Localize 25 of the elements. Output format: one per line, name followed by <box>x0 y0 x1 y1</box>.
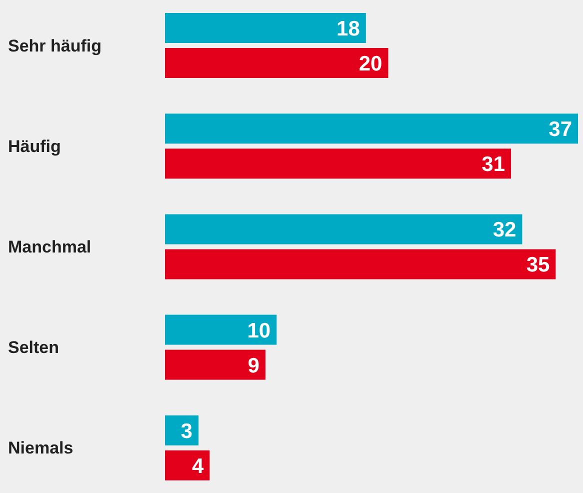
data-label: 4 <box>192 454 204 478</box>
data-label: 35 <box>526 254 550 277</box>
bar <box>165 214 522 244</box>
y-tick-label: Manchmal <box>8 238 92 256</box>
bar <box>165 13 366 43</box>
data-label: 9 <box>248 354 260 378</box>
y-tick-label: Häufig <box>8 136 61 156</box>
data-label: 18 <box>336 17 360 40</box>
data-label: 32 <box>492 218 516 242</box>
bar <box>165 114 578 144</box>
bar <box>165 249 556 280</box>
bar <box>165 450 210 480</box>
data-label: 10 <box>247 319 271 342</box>
bar <box>165 48 388 78</box>
y-tick-label: Selten <box>8 338 60 358</box>
bar <box>165 314 277 345</box>
data-label: 3 <box>180 420 192 443</box>
bar <box>165 350 266 380</box>
y-tick-label: Sehr häufig <box>8 36 102 56</box>
data-label: 37 <box>548 118 572 142</box>
bar <box>165 148 512 179</box>
bar <box>165 415 198 446</box>
data-label: 20 <box>358 52 382 76</box>
y-tick-label: Niemals <box>8 438 74 458</box>
data-label: 31 <box>482 153 506 176</box>
